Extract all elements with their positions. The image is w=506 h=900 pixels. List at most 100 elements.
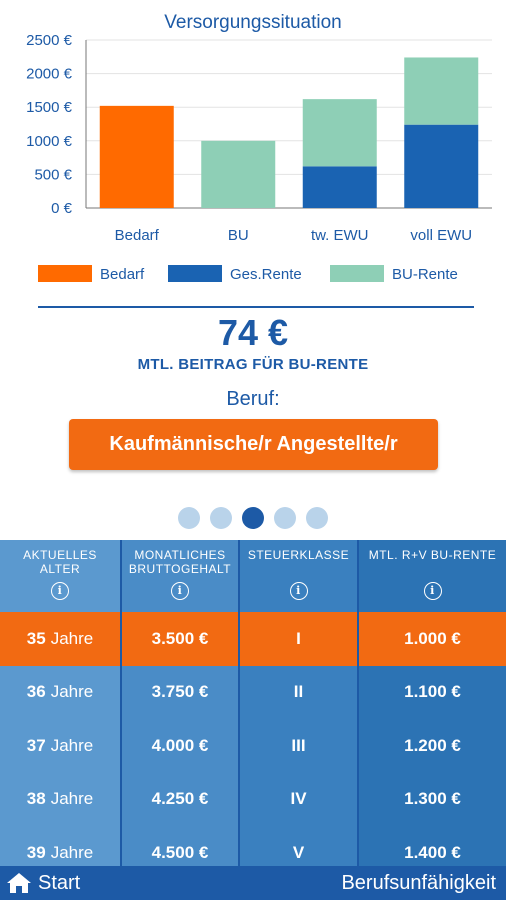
taxclass-value: II [293, 682, 304, 702]
age-value: 37 [26, 735, 46, 755]
table-row[interactable]: 37 Jahre 4.000 € III 1.200 € [0, 719, 506, 773]
page-dot[interactable] [306, 507, 328, 529]
job-select-button[interactable]: Kaufmännische/r Angestellte/r [69, 419, 438, 470]
cell-taxclass: V [240, 826, 359, 866]
y-tick-label: 2500 € [26, 32, 73, 49]
bottom-nav: Start Berufsunfähigkeit [0, 866, 506, 900]
price-value: 74 € [217, 312, 289, 353]
header-salary-line1: MONATLICHES [134, 548, 226, 562]
header-rente-line1: MTL. R+V BU-RENTE [368, 548, 497, 562]
page-dot[interactable] [274, 507, 296, 529]
age-value: 35 [26, 628, 46, 648]
header-salary: MONATLICHES BRUTTOGEHALT i [122, 540, 240, 612]
table-body[interactable]: 35 Jahre 3.500 € I 1.000 €36 Jahre 3.750 € II 1.… [0, 612, 506, 866]
y-tick-label: 500 € [34, 166, 72, 183]
cell-taxclass: II [240, 665, 359, 719]
page-dot[interactable] [178, 507, 200, 529]
y-tick-label: 1500 € [26, 99, 73, 116]
chart-area: Versorgungssituation 0 € 500 € 1000 € 1500 €… [0, 0, 506, 300]
cell-rente: 1.100 € [359, 665, 506, 719]
legend-label: Bedarf [100, 266, 145, 283]
divider [38, 306, 474, 308]
age-unit: Jahre [50, 789, 94, 809]
app-title: Berufsunfähigkeit [341, 871, 496, 894]
age-unit: Jahre [50, 842, 94, 862]
legend-swatch [330, 265, 384, 282]
cell-salary: 4.000 € [122, 719, 240, 773]
salary-value: 4.000 € [151, 735, 209, 755]
info-icon[interactable]: i [289, 582, 308, 600]
cell-rente: 1.200 € [359, 719, 506, 773]
header-age-line1: AKTUELLES [23, 548, 97, 562]
cell-salary: 3.500 € [122, 612, 240, 666]
y-tick-label: 2000 € [26, 66, 73, 83]
salary-value: 4.250 € [151, 789, 209, 809]
cell-rente: 1.000 € [359, 612, 506, 666]
age-value: 36 [26, 682, 46, 702]
cell-age: 37 Jahre [0, 719, 122, 773]
taxclass-value: III [291, 735, 306, 755]
y-tick-label: 0 € [51, 200, 73, 217]
legend-label: BU-Rente [392, 266, 458, 283]
taxclass-value: IV [290, 789, 307, 809]
price-label: MTL. BEITRAG FÜR BU-RENTE [137, 356, 369, 373]
info-icon[interactable]: i [51, 582, 69, 600]
cell-age: 39 Jahre [0, 826, 122, 866]
home-icon [7, 873, 31, 893]
salary-value: 4.500 € [151, 842, 209, 862]
rente-value: 1.100 € [404, 682, 461, 702]
rente-value: 1.300 € [404, 789, 461, 809]
cell-age: 36 Jahre [0, 665, 122, 719]
table-row[interactable]: 38 Jahre 4.250 € IV 1.300 € [0, 772, 506, 826]
chart-title: Versorgungssituation [164, 12, 341, 33]
table-header: AKTUELLES ALTER i MONATLICHES BRUTTOGEHA… [0, 540, 506, 612]
legend-swatch [38, 265, 92, 282]
salary-value: 3.500 € [151, 628, 209, 648]
age-value: 38 [26, 789, 46, 809]
header-taxclass: STEUERKLASSE i [240, 540, 359, 612]
page-dot[interactable] [210, 507, 232, 529]
header-age: AKTUELLES ALTER i [0, 540, 122, 612]
info-icon[interactable]: i [423, 582, 442, 600]
cell-age: 35 Jahre [0, 612, 122, 666]
scenario-table[interactable]: AKTUELLES ALTER i MONATLICHES BRUTTOGEHA… [0, 540, 506, 866]
header-salary-line2: BRUTTOGEHALT [128, 562, 232, 576]
cell-taxclass: III [240, 719, 359, 773]
info-icon[interactable]: i [171, 582, 189, 600]
rente-value: 1.400 € [404, 842, 461, 862]
age-value: 39 [26, 842, 46, 862]
table-row[interactable]: 35 Jahre 3.500 € I 1.000 € [0, 612, 506, 666]
header-rente: MTL. R+V BU-RENTE i [359, 540, 506, 612]
salary-value: 3.750 € [151, 682, 209, 702]
table-row[interactable]: 39 Jahre 4.500 € V 1.400 € [0, 826, 506, 866]
cell-salary: 4.250 € [122, 772, 240, 826]
start-label: Start [38, 871, 81, 894]
cell-rente: 1.300 € [359, 772, 506, 826]
x-tick-label: voll EWU [410, 227, 472, 244]
bar-bedarf [99, 105, 174, 208]
taxclass-value: I [296, 628, 301, 648]
beruf-label: Beruf: [226, 388, 280, 410]
legend-swatch [168, 265, 222, 282]
bar-bu-rente [302, 99, 377, 167]
table-row[interactable]: 36 Jahre 3.750 € II 1.100 € [0, 665, 506, 719]
x-tick-label: BU [228, 227, 249, 244]
rente-value: 1.000 € [404, 628, 461, 648]
legend-label: Ges.Rente [230, 266, 302, 283]
cell-taxclass: IV [240, 772, 359, 826]
page-dot[interactable] [242, 507, 264, 529]
cell-age: 38 Jahre [0, 772, 122, 826]
bar-bu-rente [201, 140, 276, 208]
bar-ges-rente [302, 166, 377, 208]
bar-bu-rente [404, 57, 479, 125]
cell-rente: 1.400 € [359, 826, 506, 866]
start-button[interactable]: Start [6, 872, 80, 895]
taxclass-value: V [292, 842, 305, 862]
cell-salary: 3.750 € [122, 665, 240, 719]
x-tick-label: tw. EWU [311, 227, 369, 244]
cell-salary: 4.500 € [122, 826, 240, 866]
age-unit: Jahre [50, 682, 94, 702]
header-age-line2: ALTER [39, 562, 81, 576]
chart: Versorgungssituation 0 € 500 € 1000 € 1500 €… [26, 12, 492, 283]
page-indicator [0, 507, 506, 529]
